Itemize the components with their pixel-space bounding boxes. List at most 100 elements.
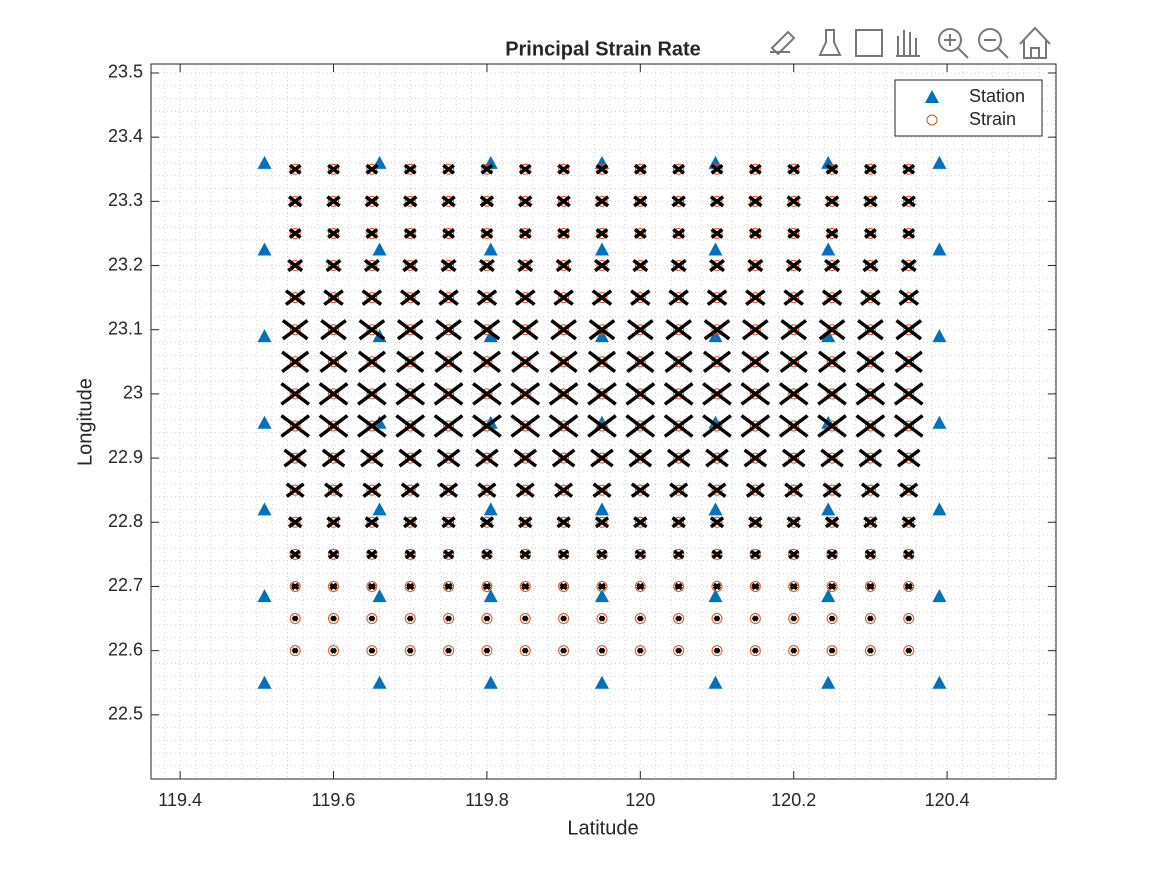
toolbar-datatip[interactable] bbox=[855, 29, 883, 57]
strain-center bbox=[484, 520, 489, 525]
strain-marker bbox=[596, 613, 608, 625]
strain-marker bbox=[788, 484, 800, 496]
toolbar-zoom-in-sign[interactable] bbox=[944, 34, 969, 59]
strain-marker bbox=[558, 645, 570, 657]
y-tick-label: 23.3 bbox=[108, 190, 143, 210]
strain-center bbox=[638, 167, 643, 172]
strain-marker bbox=[481, 613, 493, 625]
strain-center bbox=[791, 327, 796, 332]
strain-marker bbox=[673, 227, 685, 239]
strain-center bbox=[906, 616, 911, 621]
station-marker bbox=[821, 675, 836, 689]
strain-center bbox=[408, 199, 413, 204]
toolbar-zoom-out-sign[interactable] bbox=[984, 39, 1009, 59]
strain-marker bbox=[558, 356, 570, 368]
strain-marker bbox=[826, 227, 838, 239]
strain-center bbox=[331, 295, 336, 300]
strain-center bbox=[293, 648, 298, 653]
strain-marker bbox=[903, 260, 915, 272]
strain-center bbox=[791, 359, 796, 364]
y-tick-label: 23.2 bbox=[108, 254, 143, 274]
strain-center bbox=[369, 263, 374, 268]
station-marker bbox=[708, 502, 723, 516]
strain-center bbox=[676, 199, 681, 204]
strain-marker bbox=[903, 292, 915, 304]
strain-marker bbox=[519, 356, 531, 368]
strain-center bbox=[638, 520, 643, 525]
strain-marker bbox=[634, 227, 646, 239]
strain-marker bbox=[634, 484, 646, 496]
station-marker bbox=[483, 242, 498, 256]
strain-center bbox=[830, 584, 835, 589]
toolbar-edit[interactable] bbox=[770, 30, 796, 56]
station-marker bbox=[708, 329, 723, 343]
toolbar-home[interactable] bbox=[1019, 26, 1051, 59]
strain-marker bbox=[864, 388, 876, 400]
strain-center bbox=[408, 488, 413, 493]
strain-marker bbox=[596, 163, 608, 175]
toolbar-brush[interactable] bbox=[818, 29, 842, 56]
strain-marker bbox=[826, 324, 838, 336]
strain-marker bbox=[596, 195, 608, 207]
strain-center bbox=[599, 520, 604, 525]
strain-marker bbox=[481, 645, 493, 657]
strain-center bbox=[561, 231, 566, 236]
strain-center bbox=[830, 552, 835, 557]
station-marker bbox=[372, 502, 387, 516]
strain-marker bbox=[673, 163, 685, 175]
strain-marker bbox=[289, 356, 301, 368]
strain-marker bbox=[443, 292, 455, 304]
strain-center bbox=[561, 552, 566, 557]
strain-marker bbox=[443, 227, 455, 239]
strain-marker bbox=[634, 452, 646, 464]
station-marker bbox=[821, 329, 836, 343]
strain-marker bbox=[711, 420, 723, 432]
strain-marker bbox=[864, 324, 876, 336]
strain-marker bbox=[711, 484, 723, 496]
strain-marker bbox=[634, 324, 646, 336]
x-axis-label: Latitude bbox=[567, 817, 638, 839]
strain-center bbox=[638, 231, 643, 236]
strain-center bbox=[331, 423, 336, 428]
strain-center bbox=[676, 231, 681, 236]
strain-center bbox=[753, 423, 758, 428]
strain-marker bbox=[596, 548, 608, 560]
strain-center bbox=[523, 456, 528, 461]
strain-center bbox=[906, 295, 911, 300]
strain-marker bbox=[443, 516, 455, 528]
strain-marker bbox=[749, 548, 761, 560]
strain-center bbox=[331, 231, 336, 236]
strain-center bbox=[791, 520, 796, 525]
strain-center bbox=[369, 616, 374, 621]
toolbar-pan[interactable] bbox=[896, 30, 920, 57]
strain-center bbox=[638, 199, 643, 204]
strain-center bbox=[715, 327, 720, 332]
strain-marker bbox=[328, 420, 340, 432]
strain-marker bbox=[711, 195, 723, 207]
strain-marker bbox=[826, 356, 838, 368]
strain-center bbox=[599, 456, 604, 461]
strain-marker bbox=[596, 420, 608, 432]
strain-marker bbox=[558, 227, 570, 239]
strain-center bbox=[868, 648, 873, 653]
strain-center bbox=[561, 295, 566, 300]
strain-marker bbox=[481, 452, 493, 464]
strain-marker bbox=[749, 260, 761, 272]
strain-center bbox=[868, 456, 873, 461]
strain-center bbox=[293, 584, 298, 589]
y-tick-label: 22.7 bbox=[108, 575, 143, 595]
strain-marker bbox=[711, 292, 723, 304]
strain-marker bbox=[328, 645, 340, 657]
strain-center bbox=[906, 423, 911, 428]
strain-marker bbox=[673, 580, 685, 592]
strain-center bbox=[676, 616, 681, 621]
strain-marker bbox=[558, 484, 570, 496]
toolbar-zoom-in[interactable] bbox=[938, 28, 962, 52]
strain-marker bbox=[366, 645, 378, 657]
strain-center bbox=[561, 616, 566, 621]
strain-center bbox=[293, 488, 298, 493]
toolbar-zoom-out[interactable] bbox=[978, 28, 1002, 52]
strain-center bbox=[791, 648, 796, 653]
strain-center bbox=[523, 584, 528, 589]
strain-center bbox=[561, 391, 566, 396]
